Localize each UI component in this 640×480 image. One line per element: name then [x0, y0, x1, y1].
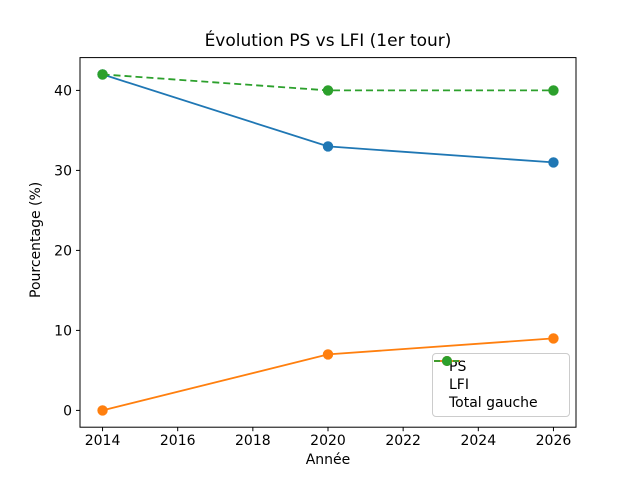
legend-item-total-gauche: Total gauche	[434, 356, 563, 412]
x-tick-label: 2024	[460, 433, 496, 449]
data-point-ps	[548, 157, 559, 168]
data-point-ps	[322, 141, 334, 152]
x-tick-label: 2018	[235, 433, 271, 449]
data-point-total-gauche	[97, 69, 108, 80]
y-tick-label: 40	[54, 83, 72, 99]
data-point-total-gauche	[548, 85, 559, 96]
x-axis-label: Année	[305, 452, 351, 468]
chart-title: Évolution PS vs LFI (1er tour)	[204, 31, 452, 51]
legend-label: PS	[449, 359, 467, 375]
y-tick-label: 20	[54, 243, 72, 259]
data-point-lfi	[548, 333, 559, 344]
legend: PS LFI Total gauche	[432, 353, 570, 417]
y-tick-label: 10	[54, 323, 72, 339]
legend-label: LFI	[449, 377, 469, 393]
data-point-lfi	[97, 405, 108, 416]
x-tick-label: 2022	[385, 433, 421, 449]
data-point-total-gauche	[322, 85, 334, 96]
data-point-lfi	[322, 349, 334, 360]
y-tick-label: 30	[54, 163, 72, 179]
axes-frame	[79, 57, 577, 428]
y-tick-label: 0	[63, 403, 72, 419]
y-axis-label: Pourcentage (%)	[28, 181, 44, 298]
legend-line-sample	[434, 356, 460, 366]
legend-label: Total gauche	[449, 395, 538, 411]
x-tick-label: 2014	[85, 433, 121, 449]
x-tick-label: 2016	[160, 433, 196, 449]
x-tick-label: 2020	[310, 433, 346, 449]
x-tick-label: 2026	[536, 433, 572, 449]
legend-item-lfi: LFI	[434, 356, 563, 394]
